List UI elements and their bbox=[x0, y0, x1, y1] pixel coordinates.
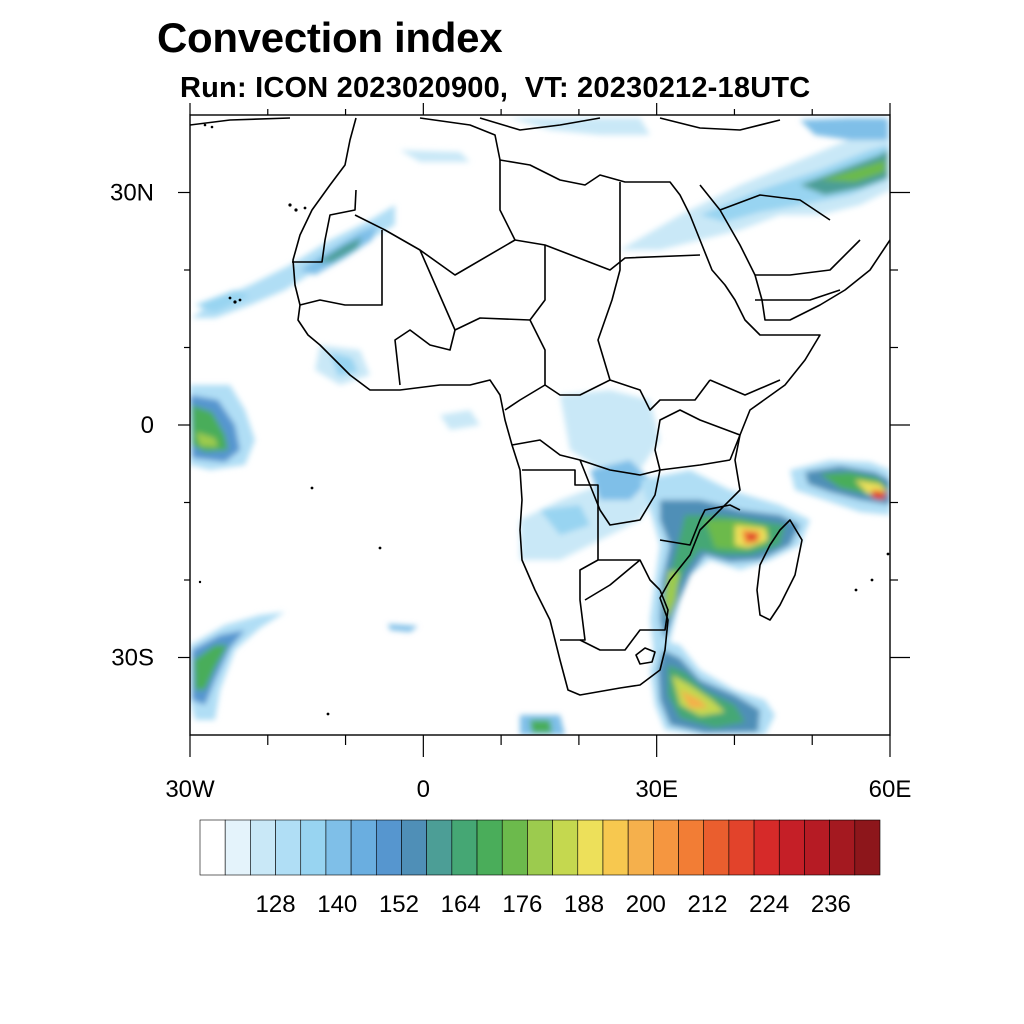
inner-border-9 bbox=[719, 194, 861, 301]
colorbar-box bbox=[401, 819, 427, 876]
colorbar-box bbox=[250, 819, 276, 876]
chart-subtitle: Run: ICON 2023020900, VT: 20230212-18UTC bbox=[180, 72, 811, 104]
map-background bbox=[190, 115, 890, 735]
colorbar-box bbox=[728, 819, 755, 876]
lat-tick-label: 30N bbox=[110, 180, 154, 207]
colorbar-box bbox=[325, 819, 352, 876]
colorbar-box bbox=[224, 819, 251, 876]
axis-labels: 30N 0 30S 30W 0 30E 60E bbox=[110, 180, 911, 804]
colorbar-box bbox=[426, 819, 453, 876]
convection-indian-ocean bbox=[790, 460, 890, 515]
chart-title: Convection index bbox=[157, 14, 503, 61]
colorbar-boxes bbox=[199, 819, 881, 876]
colorbar-tick-label: 164 bbox=[441, 891, 481, 918]
colorbar-box bbox=[778, 819, 805, 876]
lon-tick-label: 0 bbox=[417, 776, 430, 803]
colorbar-tick-label: 140 bbox=[317, 891, 357, 918]
colorbar-box bbox=[753, 819, 780, 876]
colorbar-box bbox=[552, 819, 579, 876]
convection-field bbox=[190, 118, 890, 735]
inner-border-6 bbox=[522, 469, 661, 641]
colorbar-tick-label: 212 bbox=[687, 891, 727, 918]
convection-mediterranean bbox=[400, 118, 650, 162]
arabia-coastline bbox=[699, 184, 890, 321]
lat-tick-label: 30S bbox=[111, 645, 154, 672]
europe-coastline bbox=[190, 117, 781, 131]
colorbar-box bbox=[577, 819, 604, 876]
colorbar-box bbox=[854, 819, 881, 876]
convection-equatorial-atlantic bbox=[190, 385, 255, 470]
colorbar-tick-label: 224 bbox=[749, 891, 789, 918]
lon-tick-label: 30W bbox=[165, 776, 215, 803]
inner-border-4 bbox=[504, 245, 611, 411]
colorbar-box bbox=[804, 819, 830, 876]
islands bbox=[198, 123, 890, 716]
colorbar-box bbox=[703, 819, 730, 876]
colorbar-box bbox=[829, 819, 856, 876]
lat-tick-label: 0 bbox=[141, 412, 154, 439]
inner-border-2 bbox=[499, 160, 711, 411]
colorbar-box bbox=[627, 819, 654, 876]
lon-tick-label: 30E bbox=[635, 776, 678, 803]
lesotho-border bbox=[635, 647, 656, 665]
colorbar-box bbox=[501, 819, 528, 876]
convection-band-nw-africa bbox=[192, 205, 395, 318]
colorbar-box bbox=[350, 819, 377, 876]
madagascar-coastline bbox=[756, 519, 803, 621]
colorbar-labels: 128 140 152 164 176 188 200 212 224 236 bbox=[256, 891, 851, 918]
colorbar-box bbox=[476, 819, 503, 876]
colorbar-box bbox=[199, 819, 226, 876]
colorbar-box bbox=[375, 819, 402, 876]
convection-band-arabia bbox=[620, 118, 890, 250]
colorbar-tick-label: 152 bbox=[379, 891, 419, 918]
country-borders bbox=[190, 117, 890, 696]
colorbar-tick-label: 176 bbox=[502, 891, 542, 918]
colorbar-box bbox=[653, 819, 679, 876]
colorbar-box bbox=[602, 819, 629, 876]
colorbar-tick-label: 128 bbox=[256, 891, 296, 918]
colorbar-tick-label: 188 bbox=[564, 891, 604, 918]
inner-border-8 bbox=[654, 379, 781, 471]
lon-tick-label: 60E bbox=[869, 776, 912, 803]
colorbar-box bbox=[678, 819, 705, 876]
convection-central-africa bbox=[315, 345, 660, 560]
colorbar-box bbox=[275, 819, 302, 876]
colorbar-box bbox=[300, 819, 327, 876]
colorbar-tick-label: 236 bbox=[811, 891, 851, 918]
africa-coastline bbox=[292, 117, 821, 696]
colorbar-box bbox=[527, 819, 553, 876]
colorbar-box bbox=[451, 819, 478, 876]
inner-border-7 bbox=[579, 504, 741, 651]
inner-border-10 bbox=[292, 189, 357, 263]
colorbar-tick-label: 200 bbox=[626, 891, 666, 918]
convection-south-atlantic bbox=[190, 612, 565, 735]
axis-ticks bbox=[178, 103, 910, 757]
convection-se-africa bbox=[650, 640, 775, 735]
